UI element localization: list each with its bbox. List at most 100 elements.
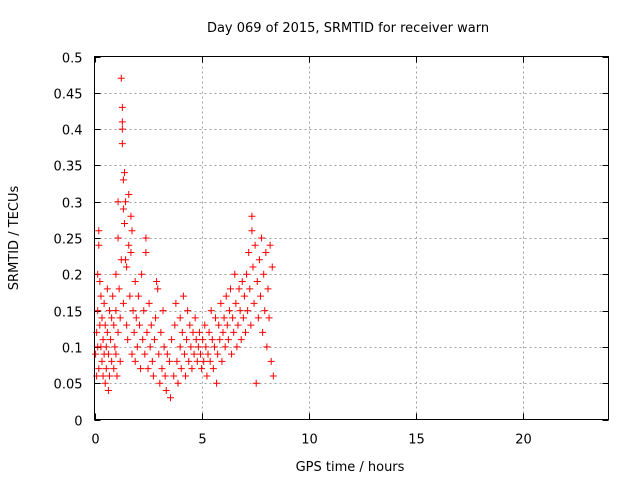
y-tick-label: 0.05 <box>54 378 83 393</box>
data-point <box>201 321 209 329</box>
data-point <box>176 314 184 322</box>
data-point <box>143 328 151 336</box>
data-point <box>228 350 236 358</box>
data-point <box>173 357 181 365</box>
data-point <box>139 336 147 344</box>
data-point <box>102 343 110 351</box>
data-point <box>256 292 264 300</box>
data-point <box>233 343 241 351</box>
data-point <box>197 350 205 358</box>
plot-frame <box>94 56 609 420</box>
data-point <box>245 249 253 257</box>
data-point <box>149 372 157 380</box>
y-tick-label: 0.3 <box>62 197 83 212</box>
data-point <box>120 219 128 227</box>
data-point <box>191 314 199 322</box>
data-point <box>261 307 269 315</box>
data-point <box>112 350 120 358</box>
data-point <box>235 285 243 293</box>
data-point <box>146 343 154 351</box>
data-point <box>120 169 128 177</box>
data-point <box>195 328 203 336</box>
grid <box>94 56 609 420</box>
data-point <box>239 314 247 322</box>
data-point <box>119 205 127 213</box>
x-tick-label: 20 <box>515 433 532 448</box>
y-tick-label: 0.45 <box>54 88 83 103</box>
data-point <box>125 241 133 249</box>
data-point <box>231 270 239 278</box>
data-point <box>192 336 200 344</box>
data-point <box>114 328 122 336</box>
y-tick-label: 0.4 <box>62 124 83 139</box>
data-point <box>264 285 272 293</box>
data-point <box>142 249 150 257</box>
data-point <box>160 343 168 351</box>
data-point <box>112 307 120 315</box>
data-point <box>190 350 198 358</box>
data-point <box>131 278 139 286</box>
data-point <box>237 336 245 344</box>
data-point <box>266 241 274 249</box>
data-point <box>212 314 220 322</box>
data-point <box>98 314 106 322</box>
data-point <box>236 307 244 315</box>
data-point <box>224 336 232 344</box>
data-point <box>94 270 102 278</box>
data-point <box>116 314 124 322</box>
data-point <box>178 328 186 336</box>
data-point <box>158 365 166 373</box>
data-point <box>148 357 156 365</box>
data-point <box>230 328 238 336</box>
data-point <box>244 307 252 315</box>
data-point <box>238 278 246 286</box>
data-point <box>168 336 176 344</box>
data-point <box>116 357 124 365</box>
data-point <box>209 365 217 373</box>
data-point <box>94 307 102 315</box>
data-point <box>99 336 107 344</box>
data-point <box>187 343 195 351</box>
y-tick-labels: 0 0.05 0.1 0.15 0.2 0.25 0.3 0.35 0.4 0.45 0.5 <box>54 52 83 430</box>
data-point <box>260 270 268 278</box>
data-point <box>193 357 201 365</box>
data-point <box>111 343 119 351</box>
data-point <box>226 285 234 293</box>
data-point <box>177 365 185 373</box>
data-point <box>95 365 103 373</box>
data-point <box>218 357 226 365</box>
data-point <box>119 176 127 184</box>
data-point <box>105 372 113 380</box>
data-point <box>253 278 261 286</box>
data-point <box>152 314 160 322</box>
data-point <box>124 336 132 344</box>
data-point <box>155 350 163 358</box>
data-point <box>109 292 117 300</box>
data-point <box>156 379 164 387</box>
data-point <box>240 292 248 300</box>
data-point <box>125 190 133 198</box>
data-point <box>198 365 206 373</box>
data-point <box>123 321 131 329</box>
data-point <box>267 357 275 365</box>
data-point <box>232 299 240 307</box>
y-tick-label: 0.2 <box>62 269 83 284</box>
data-point <box>200 357 208 365</box>
data-point <box>126 292 134 300</box>
data-point <box>162 386 170 394</box>
data-point <box>199 336 207 344</box>
data-point <box>203 372 211 380</box>
data-point <box>176 343 184 351</box>
data-point <box>206 357 214 365</box>
data-point <box>263 343 271 351</box>
data-point <box>114 198 122 206</box>
data-point <box>248 227 256 235</box>
data-point <box>130 328 138 336</box>
data-point <box>145 299 153 307</box>
data-point <box>104 386 112 394</box>
data-point <box>95 241 103 249</box>
data-point <box>114 234 122 242</box>
data-point <box>118 125 126 133</box>
data-point <box>234 321 242 329</box>
data-point <box>163 350 171 358</box>
